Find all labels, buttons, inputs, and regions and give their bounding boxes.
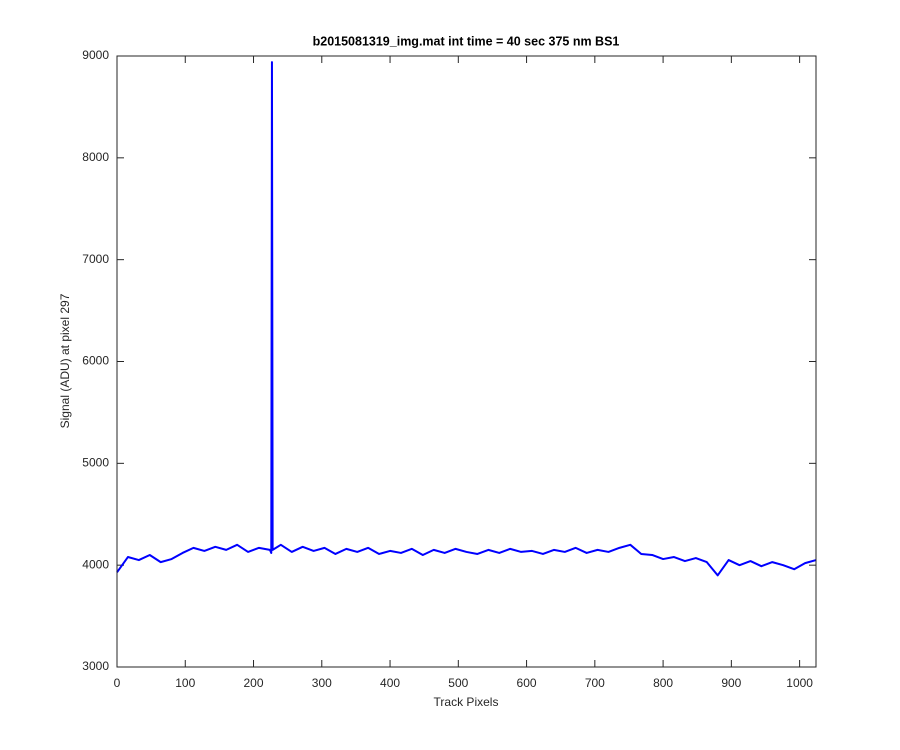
y-axis-label: Signal (ADU) at pixel 297 — [58, 293, 72, 428]
x-tick-label: 100 — [175, 676, 195, 690]
x-tick-label: 400 — [380, 676, 400, 690]
x-tick-label: 600 — [517, 676, 537, 690]
x-tick-label: 800 — [653, 676, 673, 690]
axes-box — [116, 55, 817, 668]
x-axis-label: Track Pixels — [434, 695, 499, 709]
y-tick-label: 3000 — [82, 659, 109, 673]
x-tick-label: 500 — [448, 676, 468, 690]
x-tick-label: 200 — [244, 676, 264, 690]
chart-title: b2015081319_img.mat int time = 40 sec 37… — [313, 34, 620, 48]
x-tick-label: 0 — [114, 676, 121, 690]
x-tick-label: 1000 — [786, 676, 813, 690]
data-line — [116, 61, 817, 577]
y-tick-label: 7000 — [82, 252, 109, 266]
y-tick-label: 5000 — [82, 456, 109, 470]
y-tick-label: 6000 — [82, 354, 109, 368]
x-tick-label: 300 — [312, 676, 332, 690]
y-tick-label: 4000 — [82, 557, 109, 571]
x-tick-label: 700 — [585, 676, 605, 690]
x-tick-label: 900 — [721, 676, 741, 690]
y-tick-label: 8000 — [82, 150, 109, 164]
y-tick-label: 9000 — [82, 48, 109, 62]
